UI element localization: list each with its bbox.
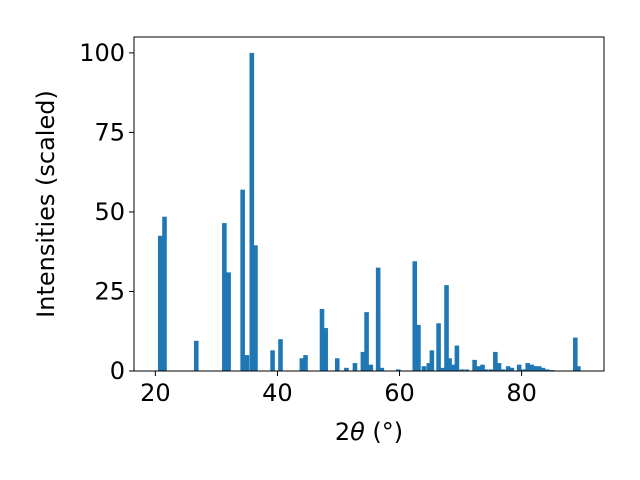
bar	[454, 345, 460, 371]
bar	[244, 355, 250, 371]
bar	[450, 364, 456, 371]
x-tick-label: 80	[506, 379, 537, 407]
bar	[540, 367, 546, 371]
bar	[475, 366, 481, 371]
bar	[278, 339, 283, 371]
y-tick-label: 25	[94, 277, 125, 305]
bar	[537, 366, 542, 371]
bar	[344, 367, 349, 371]
bar	[426, 363, 432, 371]
bar	[544, 369, 550, 371]
x-tick-label: 40	[262, 379, 293, 407]
bar	[496, 363, 502, 371]
bar	[576, 366, 581, 371]
bar	[483, 369, 489, 371]
bar	[334, 358, 340, 371]
y-axis-label: Intensities (scaled)	[32, 90, 60, 318]
bar	[488, 369, 494, 371]
bar	[270, 350, 275, 371]
bar	[412, 261, 418, 371]
bar	[352, 363, 358, 371]
bar	[222, 223, 227, 371]
bar	[421, 366, 427, 371]
bar	[516, 364, 522, 371]
bar	[529, 364, 535, 371]
bar	[429, 350, 435, 371]
y-tick-label: 100	[79, 39, 125, 67]
bar	[193, 340, 199, 371]
bar	[249, 52, 255, 372]
bar	[509, 367, 515, 371]
bar	[360, 351, 366, 371]
y-tick-label: 50	[94, 198, 125, 226]
bar	[533, 366, 538, 371]
bar	[303, 355, 308, 371]
bar	[226, 272, 231, 371]
x-tick-label: 60	[384, 379, 415, 407]
bars-group	[157, 52, 581, 372]
bar	[162, 216, 167, 371]
bar	[500, 369, 506, 371]
y-tick-label: 0	[110, 357, 125, 385]
bar	[521, 369, 526, 371]
bar	[368, 364, 374, 371]
plot-area	[134, 37, 604, 371]
y-tick-label: 75	[94, 118, 125, 146]
x-tick-label: 20	[140, 379, 171, 407]
bar	[493, 351, 498, 371]
bar	[573, 337, 578, 371]
x-axis: 20 40 60 80	[140, 371, 537, 407]
bar	[447, 358, 452, 371]
bar	[505, 366, 511, 371]
bar	[416, 324, 421, 371]
bar	[396, 369, 401, 371]
x-axis-label-prefix: 2	[335, 418, 350, 446]
bar	[444, 285, 449, 371]
x-axis-label-suffix: (°)	[365, 418, 403, 446]
bar	[480, 364, 485, 371]
bar	[323, 328, 328, 371]
bar	[459, 369, 465, 371]
bar	[436, 323, 441, 371]
x-axis-label: 2θ (°)	[335, 418, 403, 446]
bar	[525, 363, 530, 371]
bar	[253, 245, 258, 371]
bar	[157, 235, 163, 371]
bar	[299, 358, 305, 371]
x-axis-label-symbol: θ	[350, 418, 365, 446]
bar	[439, 367, 445, 371]
y-axis: 0 25 50 75 100	[79, 39, 134, 385]
bar	[240, 189, 245, 371]
bar	[464, 369, 469, 371]
bar	[379, 367, 385, 371]
bar	[364, 312, 369, 371]
bar	[472, 359, 477, 371]
bar	[375, 267, 381, 371]
bar	[319, 308, 325, 371]
plot-frame	[133, 36, 605, 372]
